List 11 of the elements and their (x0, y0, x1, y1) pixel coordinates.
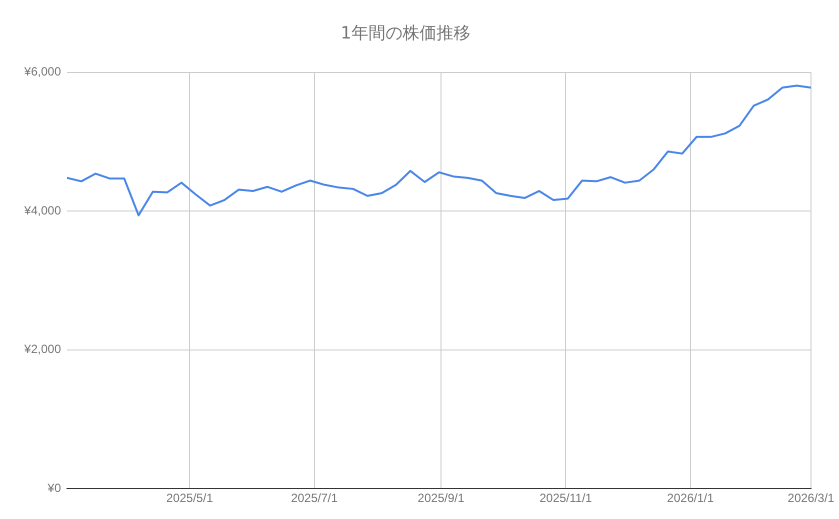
chart-title: 1年間の株価推移 (340, 24, 470, 44)
x-tick-label: 2026/1/1 (667, 491, 714, 506)
y-tick-label: ¥0 (46, 480, 62, 495)
x-tick-label: 2025/5/1 (166, 491, 214, 506)
x-tick-label: 2025/9/1 (418, 491, 465, 506)
y-tick-label: ¥4,000 (23, 203, 62, 218)
y-tick-label: ¥2,000 (23, 342, 62, 356)
x-tick-label: 2025/11/1 (539, 491, 592, 506)
y-tick-label: ¥6,000 (23, 64, 62, 79)
x-tick-label: 2025/7/1 (290, 491, 338, 506)
x-tick-label: 2026/3/1 (788, 491, 835, 506)
